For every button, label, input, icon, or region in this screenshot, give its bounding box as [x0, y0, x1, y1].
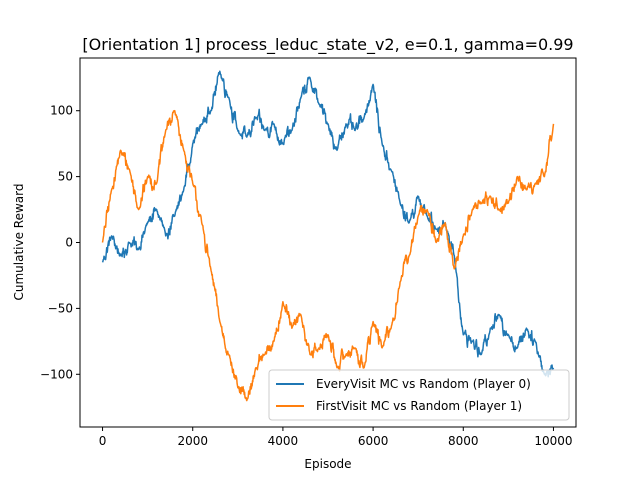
legend: EveryVisit MC vs Random (Player 0) First…: [268, 369, 570, 421]
y-tick-label: 50: [58, 170, 73, 184]
y-tick-label: 0: [65, 236, 73, 250]
legend-box: [268, 369, 570, 421]
x-axis-label: Episode: [304, 457, 351, 471]
x-tick-label: 0: [99, 434, 107, 448]
x-tick-label: 4000: [268, 434, 299, 448]
plot-area: [79, 57, 577, 428]
y-axis-ticks: −100 −50 0 50 100: [40, 104, 80, 381]
series-first-visit-line: [101, 109, 555, 402]
y-tick-label: −50: [48, 301, 73, 315]
legend-label-every-visit: EveryVisit MC vs Random (Player 0): [316, 377, 531, 391]
x-tick-label: 10000: [534, 434, 572, 448]
x-tick-label: 8000: [448, 434, 479, 448]
x-tick-label: 6000: [358, 434, 389, 448]
legend-label-first-visit: FirstVisit MC vs Random (Player 1): [316, 399, 522, 413]
y-tick-label: −100: [40, 367, 73, 381]
x-tick-label: 2000: [177, 434, 208, 448]
chart-title: [Orientation 1] process_leduc_state_v2, …: [82, 35, 573, 55]
x-axis-ticks: 0 2000 4000 6000 8000 10000: [99, 427, 573, 448]
y-tick-label: 100: [50, 104, 73, 118]
axes-background: [80, 58, 576, 427]
series-layer: [101, 70, 555, 402]
y-axis-label: Cumulative Reward: [12, 184, 26, 301]
series-every-visit-line: [101, 70, 555, 378]
